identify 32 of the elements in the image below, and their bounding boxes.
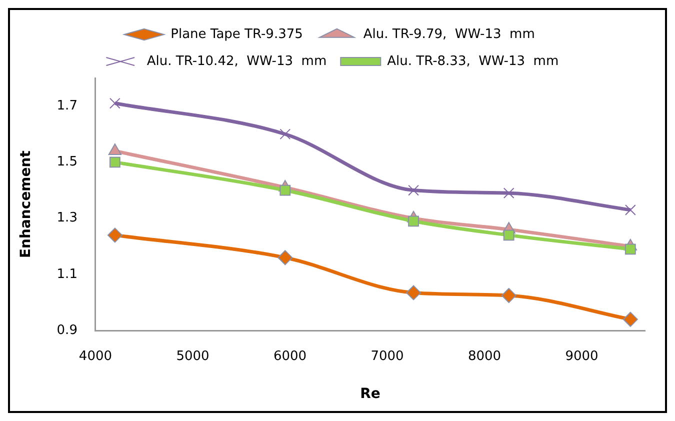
point	[109, 98, 120, 109]
point	[406, 285, 422, 300]
x-tick-label: 5000	[176, 348, 210, 364]
point	[280, 184, 291, 196]
point	[624, 244, 636, 255]
x-axis-title: Re	[360, 386, 380, 402]
point	[278, 250, 293, 266]
x-tick-label: 6000	[273, 348, 307, 364]
point	[622, 312, 638, 327]
point	[107, 228, 122, 243]
legend-label: Plane Tape TR-9.375	[170, 26, 303, 42]
x-tick-label: 7000	[370, 348, 404, 364]
point	[109, 156, 120, 168]
x-tick-label: 4000	[78, 348, 112, 364]
legend-label: Alu. TR-10.42, WW-13 mm	[146, 54, 327, 69]
point	[503, 188, 514, 199]
y-axis-title: Enhancement	[18, 150, 34, 258]
y-tick-label: 1.7	[56, 98, 78, 114]
legend-label: Alu. TR-9.79, WW-13 mm	[363, 26, 535, 42]
point	[503, 230, 514, 241]
y-tick-label: 1.3	[56, 210, 78, 226]
y-tick-label: 1.1	[56, 266, 78, 282]
y-tick-label: 0.9	[56, 322, 78, 338]
legend-label: Alu. TR-8.33, WW-13 mm	[387, 54, 559, 69]
x-tick-label: 9000	[565, 348, 598, 364]
y-tick-label: 1.5	[56, 154, 78, 170]
point	[408, 216, 419, 227]
point	[501, 288, 516, 304]
point	[624, 204, 636, 216]
point	[408, 184, 419, 196]
point	[280, 128, 291, 140]
x-tick-label: 8000	[468, 348, 502, 364]
